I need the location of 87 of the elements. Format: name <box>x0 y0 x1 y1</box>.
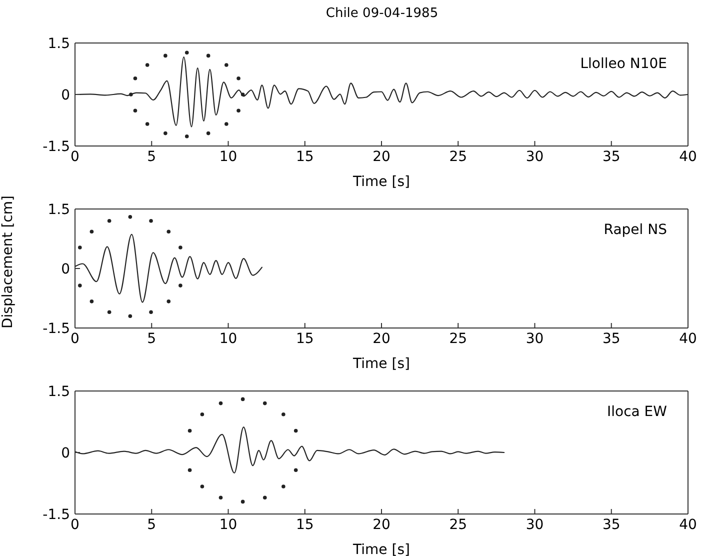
point <box>78 284 82 288</box>
text: Rapel NS <box>604 222 667 238</box>
x-tick-label: 5 <box>147 516 156 533</box>
x-tick-label: 35 <box>602 516 620 533</box>
point <box>236 76 240 80</box>
point <box>166 300 171 304</box>
point <box>224 63 228 67</box>
point <box>78 246 82 250</box>
chart-title: Chile 09-04-1985 <box>324 6 440 21</box>
x-tick-label: 30 <box>526 330 544 347</box>
point <box>128 215 132 219</box>
y-tick-label: 0 <box>61 445 70 462</box>
point <box>184 134 189 138</box>
x-tick-label: 15 <box>296 148 314 165</box>
line-series <box>75 426 505 474</box>
point <box>218 401 223 406</box>
x-tick-label: 25 <box>449 330 468 347</box>
x-tick-label: 10 <box>219 330 238 347</box>
x-tick-label: 40 <box>679 516 697 533</box>
point <box>188 428 192 433</box>
point <box>240 500 245 504</box>
x-axis-title: Time [s] <box>352 174 410 190</box>
x-tick-label: 10 <box>219 516 238 533</box>
point <box>236 108 240 113</box>
point <box>145 122 150 126</box>
y-axis-title: Displacement [cm] <box>0 196 16 328</box>
point <box>149 310 153 314</box>
x-tick-label: 20 <box>372 516 390 533</box>
point <box>178 246 182 250</box>
point <box>149 219 153 223</box>
point <box>129 92 133 96</box>
y-tick-label: -1.5 <box>42 506 70 523</box>
y-tick-label: -1.5 <box>42 138 70 155</box>
point <box>218 496 223 500</box>
x-tick-label: 40 <box>679 330 697 347</box>
y-tick-label: 0 <box>61 261 70 278</box>
x-tick-label: 15 <box>296 330 314 347</box>
x-tick-label: 25 <box>449 516 468 533</box>
point <box>90 300 94 304</box>
x-tick-label: 20 <box>372 330 390 347</box>
point <box>262 496 267 500</box>
point <box>178 284 182 288</box>
point <box>200 484 204 488</box>
y-tick-label: 1.5 <box>48 36 70 52</box>
point <box>188 468 192 472</box>
x-tick-label: 20 <box>372 148 390 165</box>
series-label: Llolleo N10E <box>580 56 667 72</box>
point <box>133 108 138 113</box>
point <box>294 468 298 472</box>
text: Iloca EW <box>607 404 667 420</box>
x-axis-title: Time [s] <box>352 356 410 372</box>
y-tick-label: -1.5 <box>42 320 70 337</box>
point <box>184 50 189 55</box>
point <box>166 230 171 234</box>
x-tick-label: 35 <box>602 148 620 165</box>
point <box>200 412 204 416</box>
point <box>262 401 267 406</box>
point <box>107 219 112 223</box>
point <box>282 484 286 488</box>
x-axis-title: Time [s] <box>352 542 410 556</box>
point <box>206 54 210 58</box>
point <box>240 92 245 96</box>
y-tick-label: 1.5 <box>48 202 70 218</box>
point <box>107 310 112 314</box>
x-tick-label: 15 <box>296 516 314 533</box>
y-tick-label: 0 <box>61 87 70 104</box>
line-series <box>75 234 263 303</box>
x-tick-label: 5 <box>147 330 156 347</box>
point <box>206 131 210 136</box>
point <box>224 122 228 126</box>
x-tick-label: 10 <box>219 148 238 165</box>
point <box>294 428 298 433</box>
x-tick-label: 35 <box>602 330 620 347</box>
point <box>128 314 132 318</box>
y-tick-label: 1.5 <box>48 384 70 400</box>
point <box>164 54 168 58</box>
point <box>164 131 168 136</box>
x-tick-label: 5 <box>147 148 156 165</box>
point <box>90 230 94 234</box>
x-tick-label: 25 <box>449 148 468 165</box>
point <box>133 76 138 80</box>
x-tick-label: 30 <box>526 516 544 533</box>
x-tick-label: 30 <box>526 148 544 165</box>
x-tick-label: 40 <box>679 148 697 165</box>
point <box>240 397 245 402</box>
point <box>282 412 286 416</box>
point <box>145 63 150 67</box>
